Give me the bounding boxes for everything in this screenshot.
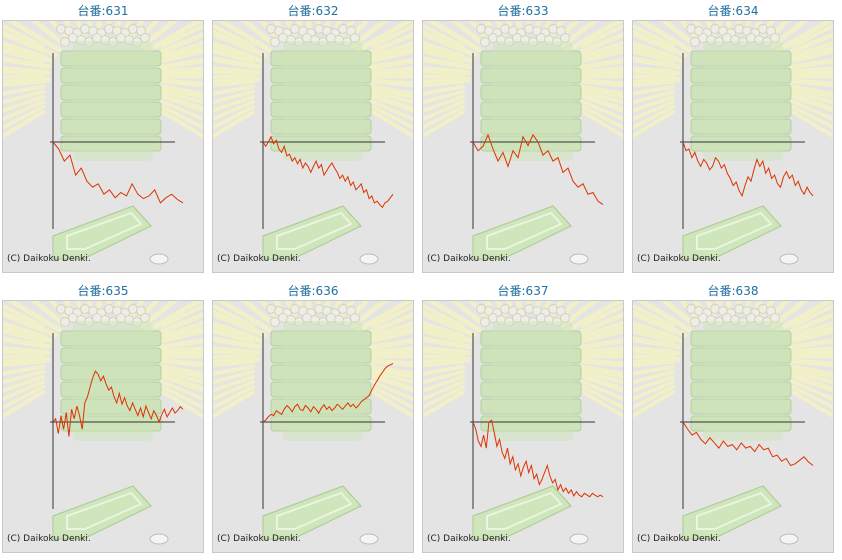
chart-svg: [633, 21, 833, 265]
machine-trays: [690, 321, 792, 441]
bottom-tray: [682, 205, 799, 265]
chart-panel: (C) Daikoku Denki.: [632, 20, 834, 273]
chart-cell: 台番:635 (C) Daikoku Denki.: [0, 280, 206, 554]
copyright-text: (C) Daikoku Denki.: [7, 254, 91, 264]
chart-title[interactable]: 台番:637: [497, 284, 549, 298]
chart-panel: (C) Daikoku Denki.: [2, 20, 204, 273]
chart-title[interactable]: 台番:631: [77, 4, 129, 18]
sunburst-rays: [423, 21, 623, 139]
chart-cell: 台番:632 (C) Daikoku Denki.: [210, 0, 416, 274]
chart-svg: [423, 21, 623, 265]
machine-trays: [270, 41, 372, 161]
machine-trays: [690, 41, 792, 161]
copyright-text: (C) Daikoku Denki.: [7, 534, 91, 544]
copyright-text: (C) Daikoku Denki.: [217, 254, 301, 264]
bottom-tray: [262, 205, 379, 265]
chart-panel: (C) Daikoku Denki.: [212, 300, 414, 553]
chart-cell: 台番:631 (C) Daikoku Denki.: [0, 0, 206, 274]
ball-cluster: [56, 24, 150, 47]
chart-title[interactable]: 台番:634: [707, 4, 759, 18]
ball-cluster: [56, 304, 150, 327]
series-line: [52, 141, 184, 204]
copyright-text: (C) Daikoku Denki.: [217, 534, 301, 544]
machine-trays: [480, 321, 582, 441]
chart-title[interactable]: 台番:636: [287, 284, 339, 298]
machine-trays: [270, 321, 372, 441]
series-line: [682, 421, 814, 467]
chart-panel: (C) Daikoku Denki.: [212, 20, 414, 273]
chart-cell: 台番:633 (C) Daikoku Denki.: [420, 0, 626, 274]
machine-trays: [60, 321, 162, 441]
chart-title[interactable]: 台番:632: [287, 4, 339, 18]
chart-svg: [213, 301, 413, 545]
chart-svg: [633, 301, 833, 545]
bottom-tray: [682, 485, 799, 545]
series-line: [472, 133, 604, 206]
machine-trays: [60, 41, 162, 161]
sunburst-rays: [3, 21, 203, 139]
chart-cell: 台番:636 (C) Daikoku Denki.: [210, 280, 416, 554]
bottom-tray: [472, 485, 589, 545]
chart-panel: (C) Daikoku Denki.: [2, 300, 204, 553]
chart-title[interactable]: 台番:635: [77, 284, 129, 298]
chart-cell: 台番:638 (C) Daikoku Denki.: [630, 280, 836, 554]
series-line: [52, 370, 184, 437]
chart-title[interactable]: 台番:638: [707, 284, 759, 298]
copyright-text: (C) Daikoku Denki.: [637, 254, 721, 264]
sunburst-rays: [633, 301, 833, 419]
copyright-text: (C) Daikoku Denki.: [427, 254, 511, 264]
chart-svg: [3, 301, 203, 545]
chart-cell: 台番:637 (C) Daikoku Denki.: [420, 280, 626, 554]
chart-svg: [213, 21, 413, 265]
series-line: [472, 419, 604, 498]
chart-svg: [3, 21, 203, 265]
series-line: [682, 141, 814, 198]
chart-panel: (C) Daikoku Denki.: [632, 300, 834, 553]
bottom-tray: [262, 485, 379, 545]
machine-trays: [480, 41, 582, 161]
chart-cell: 台番:634 (C) Daikoku Denki.: [630, 0, 836, 274]
copyright-text: (C) Daikoku Denki.: [427, 534, 511, 544]
ball-cluster: [266, 304, 360, 327]
chart-svg: [423, 301, 623, 545]
bottom-tray: [472, 205, 589, 265]
chart-panel: (C) Daikoku Denki.: [422, 300, 624, 553]
series-line: [262, 363, 394, 423]
chart-title[interactable]: 台番:633: [497, 4, 549, 18]
sunburst-rays: [423, 301, 623, 419]
bottom-tray: [52, 205, 169, 265]
bottom-tray: [52, 485, 169, 545]
sunburst-rays: [633, 21, 833, 139]
series-line: [262, 135, 394, 209]
chart-panel: (C) Daikoku Denki.: [422, 20, 624, 273]
copyright-text: (C) Daikoku Denki.: [637, 534, 721, 544]
ball-cluster: [686, 24, 780, 47]
